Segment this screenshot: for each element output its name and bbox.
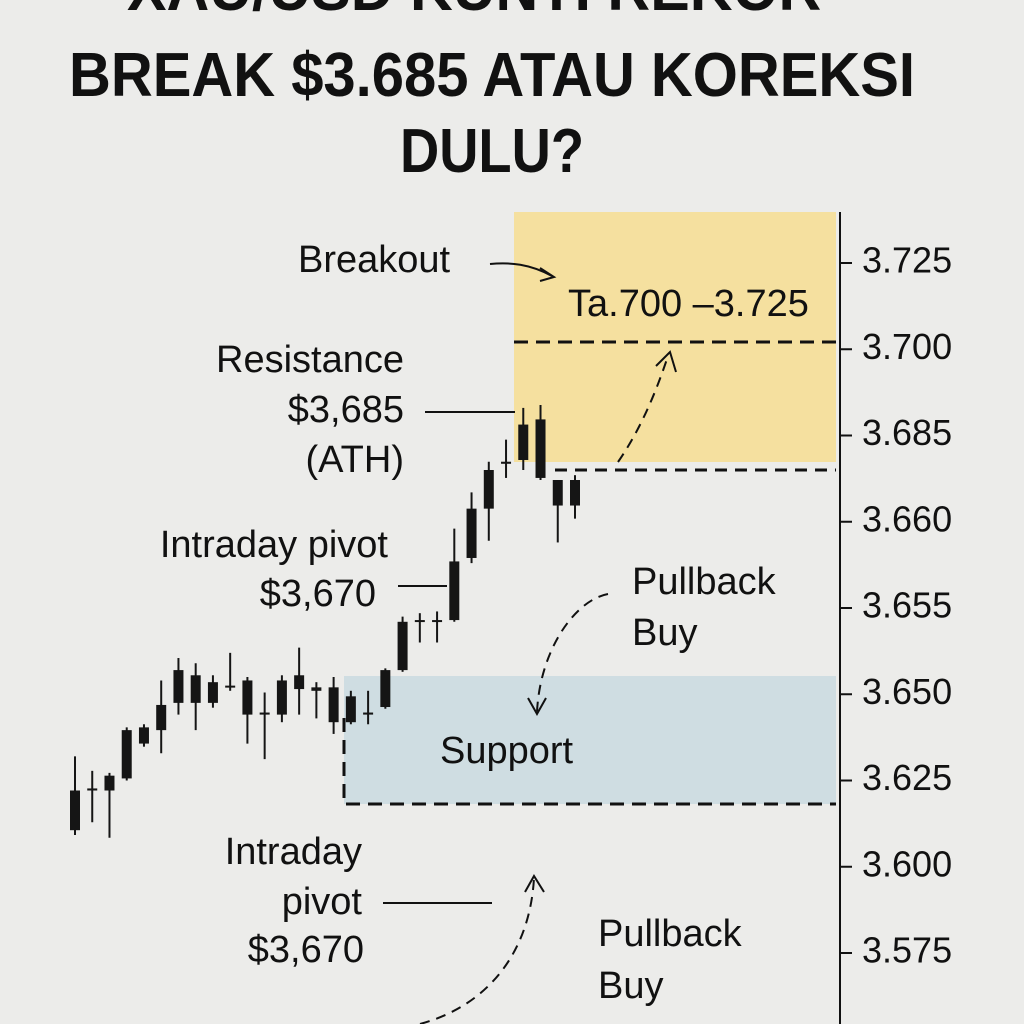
- candle-body: [449, 561, 460, 621]
- annotation: Buy: [598, 965, 663, 1007]
- annotation: $3,670: [260, 573, 376, 615]
- arrowhead: [527, 697, 547, 717]
- support-zone: [344, 676, 836, 804]
- annotation: $3,685: [288, 389, 404, 431]
- candle-body: [345, 696, 356, 723]
- candle-body: [432, 620, 443, 623]
- y-tick-label: 3.575: [862, 930, 952, 971]
- candle-body: [328, 687, 339, 723]
- y-tick-label: 3.655: [862, 585, 952, 626]
- annotation: Ta.700 –3.725: [568, 283, 809, 325]
- candle-body: [156, 704, 167, 731]
- candle-body: [190, 675, 201, 703]
- arrows: [383, 262, 677, 1024]
- candle-body: [501, 461, 512, 464]
- annotation: Breakout: [298, 239, 451, 281]
- annotation: pivot: [282, 881, 363, 923]
- candle-body: [70, 790, 80, 831]
- candle-body: [570, 480, 580, 506]
- candle-body: [483, 470, 494, 509]
- candle-body: [87, 788, 98, 791]
- candle-body: [259, 712, 270, 715]
- y-tick-label: 3.725: [862, 240, 952, 281]
- arrow: [536, 593, 609, 713]
- candle-body: [138, 727, 149, 744]
- annotation: $3,670: [248, 929, 364, 971]
- y-tick-label: 3.650: [862, 671, 952, 712]
- target-zone: [514, 212, 836, 462]
- annotation: Support: [440, 730, 574, 772]
- y-tick-label: 3.700: [862, 326, 952, 367]
- candle-body: [535, 419, 546, 478]
- candle-body: [311, 687, 322, 691]
- arrowhead: [655, 350, 677, 373]
- annotation: Pullback: [632, 561, 777, 603]
- candle-body: [104, 775, 115, 791]
- candle-body: [397, 621, 408, 671]
- candle-body: [225, 685, 236, 688]
- candle-body: [207, 682, 218, 703]
- y-tick-label: 3.625: [862, 757, 952, 798]
- annotation: Resistance: [216, 339, 404, 381]
- candle-body: [121, 730, 132, 779]
- annotation: Intraday: [225, 831, 362, 873]
- candle-body: [173, 670, 184, 703]
- annotation: (ATH): [306, 439, 405, 481]
- arrow: [419, 877, 535, 1024]
- y-tick-label: 3.600: [862, 843, 952, 884]
- title-line: XAU/USD KUNTI REKOR —: [127, 0, 897, 24]
- arrowhead: [524, 874, 545, 893]
- candle-body: [363, 712, 374, 715]
- candle-body: [276, 680, 287, 715]
- candle-body: [294, 675, 305, 690]
- candle-body: [242, 680, 253, 715]
- arrow: [617, 355, 669, 463]
- support-line: [342, 718, 836, 806]
- title-line: BREAK $3.685 ATAU KOREKSI: [69, 41, 915, 110]
- title-line: DULU?: [400, 117, 584, 186]
- candle-body: [380, 670, 391, 708]
- arrowhead: [539, 267, 557, 282]
- annotation: Pullback: [598, 913, 743, 955]
- candle-body: [552, 480, 563, 506]
- y-tick-label: 3.660: [862, 498, 952, 539]
- y-tick-label: 3.685: [862, 412, 952, 453]
- candle-body: [466, 508, 477, 558]
- annotation: Buy: [632, 612, 697, 654]
- annotation: Intraday pivot: [160, 524, 389, 566]
- candle-body: [414, 620, 425, 623]
- candle-body: [518, 424, 529, 460]
